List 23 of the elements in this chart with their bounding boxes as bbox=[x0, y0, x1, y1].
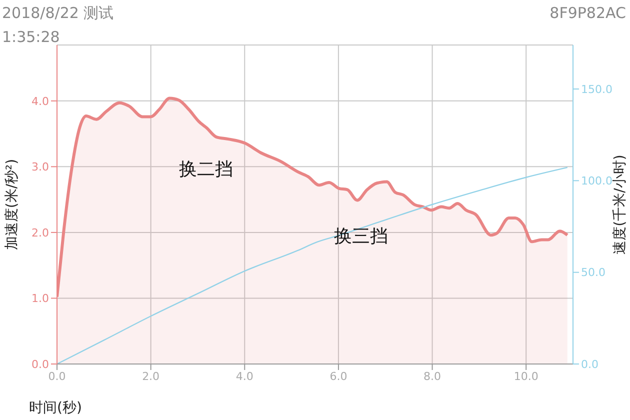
y-tick-label: 3.0 bbox=[32, 160, 49, 174]
x-tick-label: 2.0 bbox=[142, 370, 160, 383]
y-tick-label: 0.0 bbox=[32, 358, 49, 371]
y-tick-label: 4.0 bbox=[32, 94, 49, 108]
y2-tick-label: 0.0 bbox=[581, 358, 598, 371]
y2-tick-label: 100.0 bbox=[581, 174, 612, 188]
y-axis-title: 加速度(米/秒²) bbox=[4, 158, 20, 250]
y-tick-label: 1.0 bbox=[32, 292, 49, 306]
y2-tick-label: 150.0 bbox=[581, 82, 612, 96]
y2-axis-title: 速度(千米/小时) bbox=[612, 154, 628, 254]
annotation: 换二挡 bbox=[179, 158, 233, 181]
x-axis-title: 时间(秒) bbox=[29, 400, 82, 416]
x-tick-label: 4.0 bbox=[236, 370, 254, 383]
y2-tick-label: 50.0 bbox=[581, 266, 606, 280]
y-tick-label: 2.0 bbox=[32, 226, 49, 240]
annotation: 1:35:28 bbox=[2, 28, 60, 46]
x-tick-label: 8.0 bbox=[424, 370, 442, 383]
x-tick-label: 10.0 bbox=[514, 370, 538, 383]
annotation: 换三挡 bbox=[334, 225, 388, 248]
x-tick-label: 6.0 bbox=[330, 370, 348, 383]
x-tick-label: 0.0 bbox=[48, 370, 66, 383]
text: 8F9P82AC bbox=[550, 4, 626, 22]
text: 2018/8/22 测试 bbox=[2, 4, 114, 23]
